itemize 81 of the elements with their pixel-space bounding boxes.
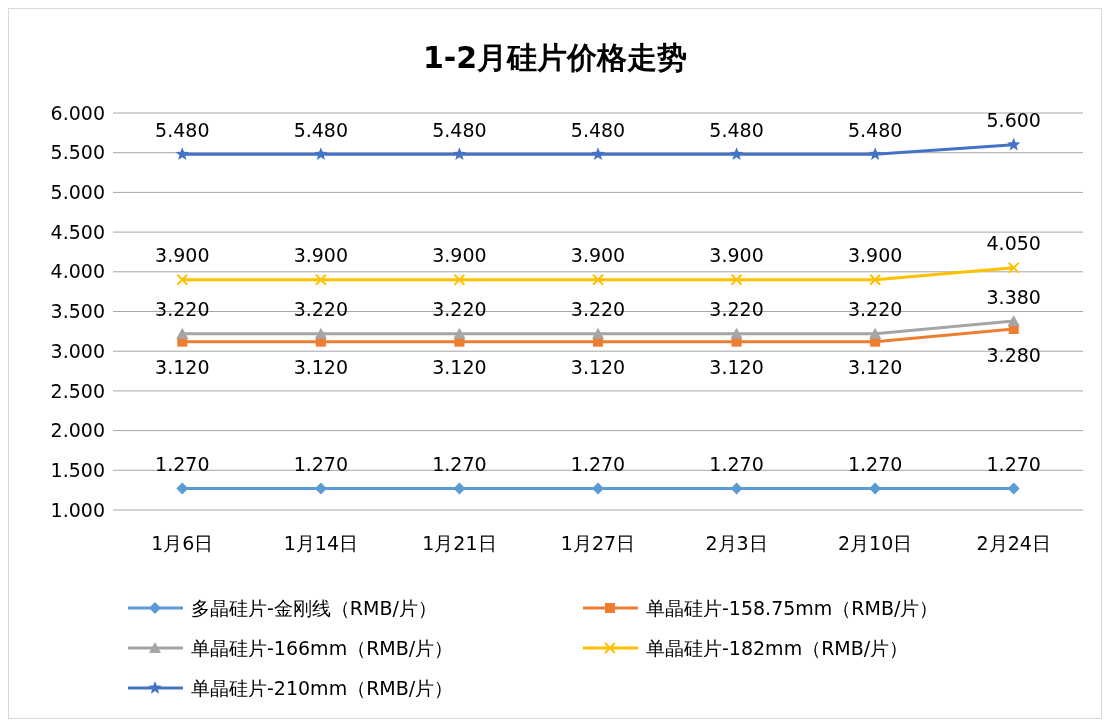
x-tick-label: 1月6日 [151, 532, 214, 554]
data-label: 3.220 [570, 298, 626, 321]
x-tick-label: 1月21日 [422, 532, 497, 554]
point [592, 327, 604, 339]
x-tick-label: 1月27日 [560, 532, 636, 554]
point [869, 273, 882, 286]
legend-label: 单晶硅片-182mm（RMB/片） [646, 636, 909, 659]
y-tick-label: 3.000 [50, 339, 105, 362]
legend-label: 单晶硅片-158.75mm（RMB/片） [646, 596, 939, 619]
legend-label: 单晶硅片-166mm（RMB/片） [191, 636, 454, 659]
y-tick-label: 6.000 [50, 101, 105, 124]
data-label: 5.480 [570, 118, 626, 141]
data-label: 1.270 [293, 453, 349, 476]
data-label: 5.480 [847, 118, 903, 141]
data-label: 5.480 [432, 118, 487, 141]
data-label: 3.120 [155, 356, 210, 379]
point [175, 147, 189, 160]
data-label: 3.380 [986, 285, 1041, 308]
point [730, 273, 743, 286]
y-tick-label: 3.500 [50, 300, 105, 323]
data-label: 3.220 [155, 298, 210, 321]
y-tick-label: 5.500 [50, 141, 105, 164]
data-label: 1.270 [847, 453, 903, 476]
point [314, 327, 327, 339]
data-label: 5.480 [709, 118, 764, 141]
point [314, 273, 327, 286]
data-label: 3.120 [709, 356, 764, 379]
point [592, 482, 604, 495]
point [176, 273, 189, 286]
point [1007, 315, 1020, 327]
point [869, 327, 882, 339]
data-label: 3.900 [155, 244, 210, 267]
data-label: 3.220 [293, 298, 349, 321]
y-tick-label: 4.000 [50, 260, 105, 283]
data-label: 3.900 [847, 244, 903, 267]
point [452, 147, 467, 160]
data-label: 5.480 [155, 118, 210, 141]
point [314, 147, 328, 160]
data-label: 1.270 [432, 453, 487, 476]
data-label: 3.900 [432, 244, 487, 267]
data-label: 3.220 [709, 298, 764, 321]
point [729, 147, 744, 160]
chart-title: 1-2月硅片价格走势 [422, 40, 688, 75]
point [453, 327, 466, 339]
data-label: 1.270 [570, 453, 626, 476]
data-label: 1.270 [709, 453, 764, 476]
data-label: 3.220 [847, 298, 903, 321]
x-tick-label: 1月14日 [283, 532, 358, 554]
x-tick-label: 2月24日 [976, 532, 1051, 554]
legend-label: 单晶硅片-210mm（RMB/片） [191, 676, 454, 699]
point [591, 147, 605, 160]
point [1007, 261, 1020, 274]
y-tick-label: 4.500 [50, 220, 105, 243]
data-label: 3.900 [293, 244, 349, 267]
y-tick-label: 5.000 [50, 181, 105, 204]
point [176, 327, 189, 339]
data-label: 3.120 [432, 356, 487, 379]
y-tick-label: 2.500 [50, 379, 105, 402]
point [1007, 137, 1021, 151]
data-label: 3.120 [570, 356, 626, 379]
y-tick-label: 2.000 [50, 419, 105, 442]
data-label: 3.220 [432, 298, 487, 321]
data-label: 1.270 [986, 453, 1041, 476]
data-label: 3.900 [709, 244, 764, 267]
legend-label: 多晶硅片-金刚线（RMB/片） [191, 596, 437, 619]
y-tick-label: 1.000 [50, 498, 105, 521]
data-label: 4.050 [986, 232, 1041, 255]
x-tick-label: 2月10日 [838, 532, 913, 554]
data-label: 5.480 [293, 118, 349, 141]
point [592, 273, 604, 286]
point [453, 273, 466, 286]
data-label: 3.280 [986, 343, 1041, 366]
point [730, 327, 743, 339]
x-tick-label: 2月3日 [705, 532, 768, 554]
data-label: 3.900 [570, 244, 626, 267]
data-label: 3.120 [847, 356, 903, 379]
data-label: 5.600 [986, 109, 1041, 132]
point [868, 147, 882, 160]
y-tick-label: 1.500 [50, 458, 105, 481]
data-label: 1.270 [155, 453, 210, 476]
data-label: 3.120 [293, 356, 349, 379]
